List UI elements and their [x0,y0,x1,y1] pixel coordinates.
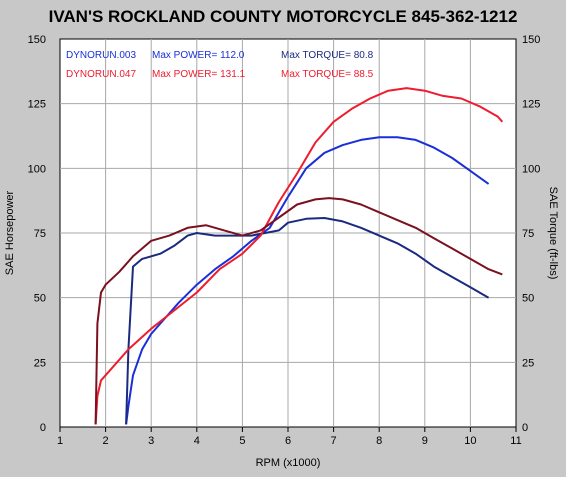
legend-torque-003: Max TORQUE= 80.8 [281,50,374,61]
legend-run-047: DYNORUN.047 [66,69,136,80]
y-tick-label-left: 100 [28,163,46,175]
series-dynorun-047-torque [94,197,503,425]
y-tick-label-right: 50 [522,293,534,305]
chart-title: IVAN'S ROCKLAND COUNTY MOTORCYCLE 845-36… [49,7,518,26]
y-tick-label-right: 125 [522,99,540,111]
legend-power-047: Max POWER= 131.1 [152,69,246,80]
x-tick-label: 7 [331,435,337,447]
grid-lines [60,39,516,427]
x-tick-label: 1 [57,435,63,447]
x-tick-label: 4 [194,435,200,447]
y-tick-label-left: 0 [40,422,46,434]
legend-power-003: Max POWER= 112.0 [152,50,245,61]
y-tick-label-left: 125 [28,99,46,111]
x-tick-label: 9 [422,435,428,447]
y-tick-label-right: 0 [522,422,528,434]
y-tick-label-right: 100 [522,163,540,175]
y-axis-label-right: SAE Torque (ft-lbs) [547,187,559,280]
series-lines [94,87,504,425]
series-dynorun-047-power [94,87,504,425]
series-dynorun-003-torque [125,217,490,425]
x-tick-label: 8 [376,435,382,447]
legend-run-003: DYNORUN.003 [66,50,136,61]
legend-torque-047: Max TORQUE= 88.5 [281,69,374,80]
y-tick-label-right: 25 [522,357,534,369]
y-tick-label-left: 50 [34,293,46,305]
y-tick-label-left: 150 [28,34,46,46]
x-tick-label: 6 [285,435,291,447]
x-axis-label: RPM (x1000) [256,457,321,469]
y-tick-label-left: 75 [34,228,46,240]
y-axis-label-left: SAE Horsepower [4,190,16,275]
y-tick-label-left: 25 [34,357,46,369]
y-tick-label-right: 75 [522,228,534,240]
x-tick-label: 11 [510,435,521,447]
x-tick-label: 3 [148,435,154,447]
y-tick-label-right: 150 [522,34,540,46]
legend: DYNORUN.003 Max POWER= 112.0 Max TORQUE=… [66,50,374,80]
x-tick-label: 5 [239,435,245,447]
series-dynorun-003-power [125,136,490,425]
x-tick-label: 2 [103,435,109,447]
x-tick-label: 10 [464,435,476,447]
